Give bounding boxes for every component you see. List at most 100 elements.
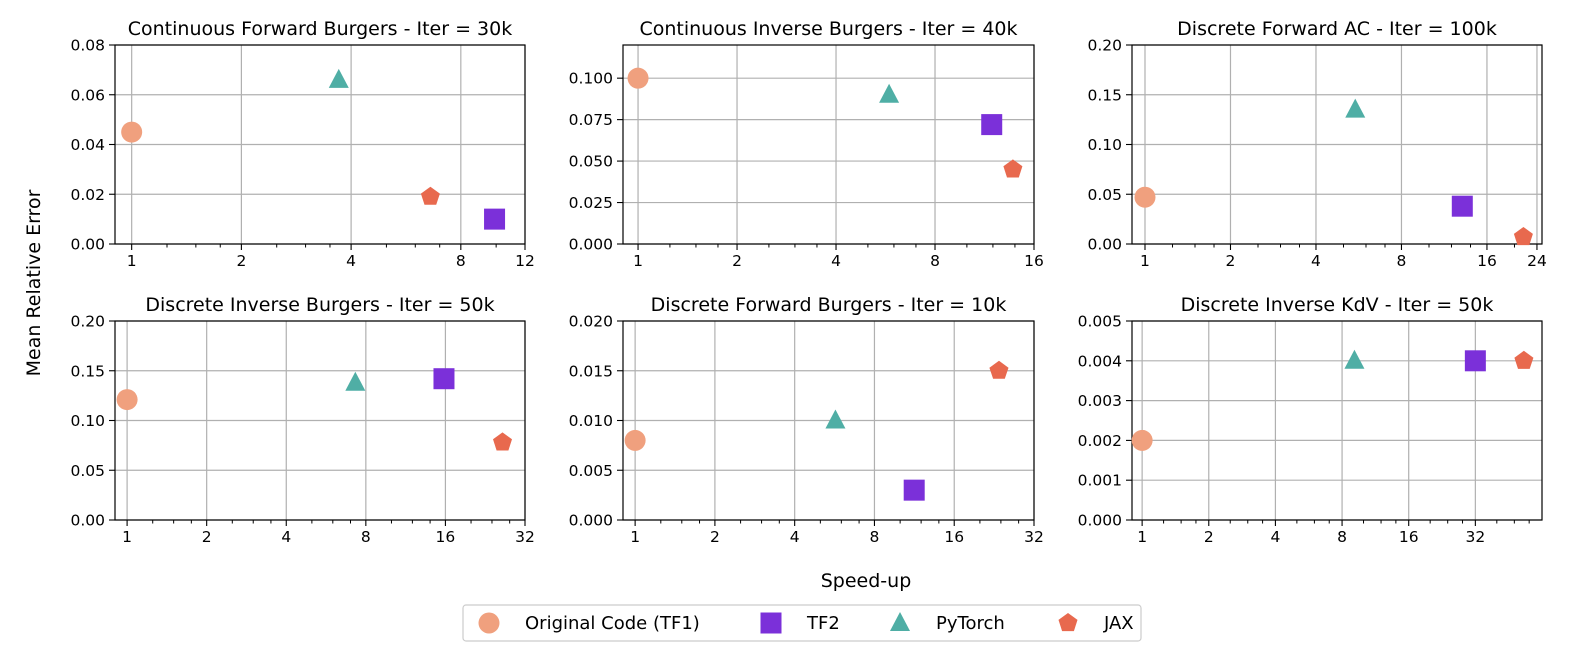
axes-frame bbox=[622, 320, 1035, 521]
y-tick-label: 0.001 bbox=[1078, 472, 1122, 490]
y-tick-label: 0.05 bbox=[1087, 186, 1122, 204]
x-tick-label: 1 bbox=[630, 528, 640, 546]
x-tick-label: 8 bbox=[870, 528, 880, 546]
square-marker-icon bbox=[760, 612, 782, 634]
x-tick-label: 4 bbox=[281, 528, 291, 546]
data-point bbox=[1134, 186, 1156, 208]
data-point bbox=[328, 68, 349, 88]
data-point bbox=[989, 360, 1009, 379]
x-tick-label: 8 bbox=[1397, 252, 1407, 270]
data-point bbox=[420, 186, 440, 205]
legend-frame bbox=[462, 604, 1142, 642]
data-point bbox=[433, 368, 455, 390]
data-point bbox=[1131, 429, 1153, 451]
x-tick-label: 8 bbox=[930, 252, 940, 270]
circle-marker-icon bbox=[478, 612, 500, 634]
x-tick-label: 4 bbox=[1311, 252, 1321, 270]
axes-frame bbox=[1131, 44, 1543, 245]
data-point bbox=[493, 432, 512, 451]
y-tick-label: 0.000 bbox=[569, 512, 613, 530]
y-tick-label: 0.005 bbox=[569, 462, 613, 480]
y-tick-label: 0.004 bbox=[1078, 352, 1122, 370]
x-tick-label: 1 bbox=[633, 252, 643, 270]
y-tick-label: 0.04 bbox=[70, 136, 105, 154]
axes-frame bbox=[114, 44, 526, 245]
x-tick-label: 16 bbox=[944, 528, 964, 546]
data-point bbox=[879, 83, 900, 103]
x-tick-label: 4 bbox=[831, 252, 841, 270]
data-point bbox=[1514, 350, 1534, 369]
y-tick-label: 0.020 bbox=[569, 313, 613, 331]
x-tick-label: 1 bbox=[1140, 252, 1150, 270]
x-tick-label: 2 bbox=[732, 252, 742, 270]
x-tick-label: 16 bbox=[1477, 252, 1497, 270]
x-tick-label: 16 bbox=[1399, 528, 1419, 546]
y-tick-label: 0.10 bbox=[1087, 136, 1122, 154]
data-point bbox=[1345, 98, 1366, 118]
y-tick-label: 0.002 bbox=[1078, 432, 1122, 450]
axes-frame bbox=[622, 44, 1035, 245]
subplot-title: Discrete Forward AC - Iter = 100k bbox=[1177, 18, 1497, 40]
x-tick-label: 1 bbox=[122, 528, 132, 546]
data-point bbox=[1344, 349, 1365, 369]
x-tick-label: 2 bbox=[1204, 528, 1214, 546]
data-point bbox=[825, 409, 846, 429]
x-tick-label: 4 bbox=[1270, 528, 1280, 546]
legend: Original Code (TF1) TF2 PyTorch JAX bbox=[462, 604, 1142, 642]
y-tick-label: 0.015 bbox=[569, 362, 613, 380]
x-tick-label: 1 bbox=[1137, 528, 1147, 546]
subplot: 1 2 4 8 16 32 0.000 0.005 0.010 0.015 0.020 Discret… bbox=[569, 294, 1044, 546]
y-tick-label: 0.06 bbox=[70, 86, 105, 104]
y-tick-label: 0.025 bbox=[569, 194, 613, 212]
x-tick-label: 8 bbox=[456, 252, 466, 270]
legend-item: Original Code (TF1) bbox=[478, 612, 700, 634]
y-tick-label: 0.15 bbox=[1087, 86, 1122, 104]
y-tick-label: 0.20 bbox=[1087, 37, 1122, 55]
x-tick-label: 32 bbox=[1024, 528, 1044, 546]
data-point bbox=[981, 114, 1003, 136]
y-tick-label: 0.000 bbox=[569, 236, 613, 254]
x-tick-label: 4 bbox=[790, 528, 800, 546]
x-tick-label: 1 bbox=[127, 252, 137, 270]
data-point bbox=[627, 67, 649, 89]
data-point bbox=[121, 121, 143, 143]
data-point bbox=[484, 208, 506, 230]
y-tick-label: 0.02 bbox=[70, 186, 105, 204]
data-point bbox=[1003, 159, 1023, 178]
y-tick-label: 0.08 bbox=[70, 37, 105, 55]
y-tick-label: 0.05 bbox=[70, 462, 105, 480]
legend-label: Original Code (TF1) bbox=[525, 613, 700, 634]
legend-item: TF2 bbox=[760, 612, 840, 634]
subplot: 1 2 4 8 16 0.000 0.025 0.050 0.075 0.100 Continuou… bbox=[569, 18, 1044, 270]
axes-frame bbox=[114, 320, 526, 521]
y-tick-label: 0.15 bbox=[70, 362, 105, 380]
x-tick-label: 4 bbox=[346, 252, 356, 270]
x-tick-label: 8 bbox=[361, 528, 371, 546]
legend-label: JAX bbox=[1103, 613, 1134, 634]
data-point bbox=[1513, 227, 1533, 246]
subplot-title: Discrete Inverse KdV - Iter = 50k bbox=[1181, 294, 1494, 316]
y-tick-label: 0.100 bbox=[569, 70, 613, 88]
subplot: 1 2 4 8 16 32 0.00 0.05 0.10 0.15 0.20 Discrete Inv… bbox=[70, 294, 534, 546]
data-point bbox=[1451, 195, 1473, 217]
y-tick-label: 0.20 bbox=[70, 313, 105, 331]
x-tick-label: 12 bbox=[515, 252, 535, 270]
data-point bbox=[903, 479, 925, 501]
axes-frame bbox=[1131, 320, 1543, 521]
y-axis-label: Mean Relative Error bbox=[23, 189, 45, 376]
y-tick-label: 0.050 bbox=[569, 153, 613, 171]
x-tick-label: 2 bbox=[710, 528, 720, 546]
x-tick-label: 2 bbox=[236, 252, 246, 270]
subplot-title: Discrete Inverse Burgers - Iter = 50k bbox=[145, 294, 494, 316]
pentagon-marker-icon bbox=[1058, 613, 1078, 632]
x-tick-label: 2 bbox=[1226, 252, 1236, 270]
y-tick-label: 0.010 bbox=[569, 412, 613, 430]
subplot-title: Continuous Forward Burgers - Iter = 30k bbox=[128, 18, 512, 40]
legend-item: PyTorch bbox=[890, 612, 1005, 634]
data-point bbox=[1464, 350, 1486, 372]
x-tick-label: 32 bbox=[1465, 528, 1485, 546]
y-tick-label: 0.00 bbox=[70, 512, 105, 530]
